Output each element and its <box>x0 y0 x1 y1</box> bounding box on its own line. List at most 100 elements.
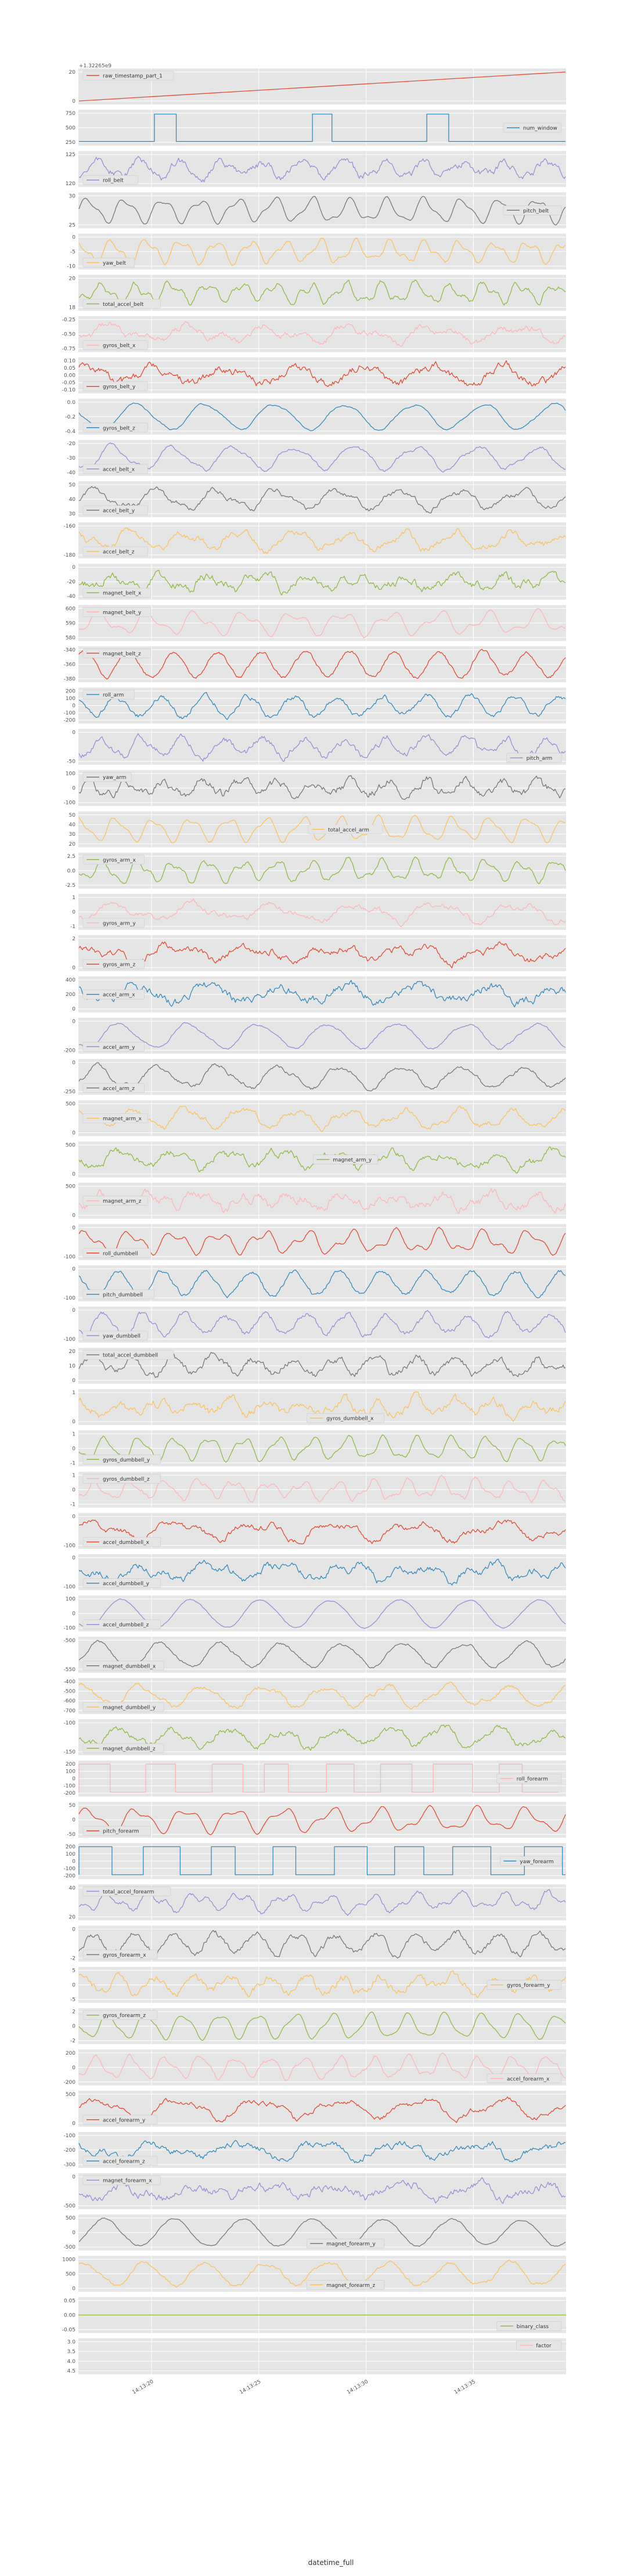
legend-box <box>306 2280 385 2290</box>
legend-box <box>82 70 174 81</box>
series-line-magnet-arm-z <box>78 1188 566 1214</box>
y-tick-label: -50 <box>67 1832 75 1838</box>
x-tick-label: 14:13:30 <box>346 2379 369 2395</box>
y-tick-label: -200 <box>64 1873 76 1879</box>
series-line-accel-arm-x <box>78 980 566 1008</box>
series-line-magnet-dumbbell-x <box>78 1640 566 1669</box>
panel-magnet-dumbbell-y: -400 -500 -600 -700 magnet_dumbbell_y <box>64 1677 566 1714</box>
legend-box <box>82 2156 158 2166</box>
series-line-yaw-dumbbell <box>78 1310 566 1338</box>
legend-label: pitch_dumbbell <box>103 1292 143 1298</box>
y-tick-label: -1 <box>70 924 75 930</box>
y-tick-label: 100 <box>66 1597 75 1603</box>
panel-magnet-forearm-y: 500 0 -500 magnet_forearm_y <box>64 2214 566 2251</box>
y-tick-label: 0 <box>72 1308 75 1314</box>
legend-box <box>308 824 383 835</box>
legend-label: gyros_arm_z <box>103 962 136 968</box>
legend-label: accel_arm_z <box>103 1086 135 1092</box>
y-tick-label: -100 <box>64 1585 76 1590</box>
series-line-total-accel-belt <box>78 279 566 306</box>
legend-label: total_accel_belt <box>103 302 144 308</box>
y-tick-label: 500 <box>66 2271 75 2277</box>
panel-background <box>78 1925 566 1962</box>
y-tick-label: -0.10 <box>62 388 76 394</box>
y-tick-label: -360 <box>64 662 76 668</box>
panel-background <box>78 2338 566 2375</box>
legend-box <box>487 2073 562 2084</box>
y-tick-label: 0 <box>72 2024 75 2030</box>
series-line-gyros-arm-x <box>78 856 566 885</box>
series-line-magnet-dumbbell-y <box>78 1681 566 1710</box>
y-tick-label: -40 <box>67 594 75 600</box>
legend-box <box>82 918 145 928</box>
y-tick-label: 500 <box>66 1184 75 1190</box>
panel-total-accel-dumbbell: 20 10 0 total_accel_dumbbell <box>69 1348 566 1384</box>
y-tick-label: 3.0 <box>67 2340 76 2346</box>
y-tick-label: 200 <box>66 2051 75 2057</box>
y-tick-label: -100 <box>64 1866 76 1872</box>
legend-box <box>82 690 135 699</box>
y-tick-label: -2.5 <box>65 883 75 889</box>
y-tick-label: 0 <box>72 1983 75 1989</box>
subplot-stack: 200raw_timestamp_part_1750500250num_wind… <box>62 68 566 2375</box>
legend-label: magnet_dumbbell_y <box>103 1705 156 1711</box>
y-tick-label: 0 <box>72 1267 75 1272</box>
panel-accel-forearm-z: -100 -200 -300 accel_forearm_z <box>64 2132 566 2168</box>
legend-label: pitch_belt <box>523 208 549 214</box>
y-tick-label: -0.75 <box>62 347 75 352</box>
y-tick-label: 0 <box>72 730 75 736</box>
panel-binary-class: 0.05 0.00 -0.05 binary_class <box>62 2297 566 2333</box>
y-tick-label: 30 <box>69 193 76 199</box>
y-tick-label: -100 <box>64 1543 76 1549</box>
panel-gyros-forearm-z: 2 0 -2 gyros_forearm_z <box>70 2008 566 2044</box>
y-tick-label: 100 <box>66 696 75 702</box>
series-line-accel-forearm-z <box>78 2140 566 2163</box>
y-tick-label: 40 <box>69 497 76 503</box>
panel-gyros-belt-y: 0.100.05 0.00-0.05 -0.10 gyros_belt_y <box>62 357 566 394</box>
y-tick-label: 40 <box>69 1885 76 1891</box>
panel-yaw-belt: 0 -5 -10 yaw_belt <box>67 233 566 270</box>
series-line-accel-dumbbell-x <box>78 1520 566 1545</box>
legend-label: accel_arm_y <box>103 1045 135 1051</box>
series-line-magnet-arm-x <box>78 1105 566 1132</box>
legend-box <box>82 1702 164 1712</box>
y-tick-label: 0.0 <box>67 400 76 406</box>
legend-box <box>82 1661 164 1671</box>
series-line-gyros-arm-y <box>78 899 566 927</box>
y-tick-label: 0 <box>72 1776 75 1782</box>
panel-magnet-forearm-z: 1000 500 0 magnet_forearm_z <box>62 2256 566 2292</box>
y-tick-label: 100 <box>66 1769 75 1775</box>
y-tick-label: -100 <box>64 710 76 716</box>
y-tick-label: -100 <box>64 2133 76 2139</box>
panel-magnet-arm-z: 500 0 magnet_arm_z <box>66 1182 566 1219</box>
legend-box <box>496 2321 562 2331</box>
panel-pitch-belt: 30 25 pitch_belt <box>69 192 566 229</box>
legend-box <box>306 2238 385 2249</box>
y-tick-label: -200 <box>64 1048 76 1054</box>
y-tick-label: 4.0 <box>67 2359 76 2365</box>
y-tick-label: 4.5 <box>67 2369 75 2375</box>
y-tick-label: 0 <box>72 234 75 240</box>
y-tick-label: -300 <box>64 2162 76 2168</box>
y-tick-label: 0 <box>72 1817 75 1823</box>
y-tick-label: -1 <box>70 1460 75 1466</box>
y-tick-label: 1 <box>72 1390 75 1396</box>
y-tick-label: -500 <box>64 1638 76 1644</box>
series-line-gyros-arm-z <box>78 941 566 969</box>
y-tick-label: 500 <box>66 2092 75 2098</box>
y-tick-label: 0 <box>72 786 75 792</box>
x-tick-label: 14:13:25 <box>239 2379 262 2395</box>
legend-label: total_accel_arm <box>328 827 369 833</box>
y-tick-label: 0 <box>72 1006 75 1012</box>
y-tick-label: 30 <box>69 511 76 517</box>
series-line-magnet-forearm-z <box>78 2259 566 2288</box>
y-tick-label: 0 <box>72 1019 75 1024</box>
y-tick-label: -5 <box>70 249 75 255</box>
legend-box <box>313 1154 378 1164</box>
y-tick-label: -600 <box>64 1698 76 1704</box>
y-tick-label: 2 <box>72 936 75 942</box>
panel-gyros-dumbbell-y: 1 0 -1 gyros_dumbbell_y <box>70 1430 566 1467</box>
legend-box <box>82 1248 152 1258</box>
series-line-gyros-belt-z <box>78 402 566 431</box>
y-tick-label: 25 <box>69 222 75 228</box>
